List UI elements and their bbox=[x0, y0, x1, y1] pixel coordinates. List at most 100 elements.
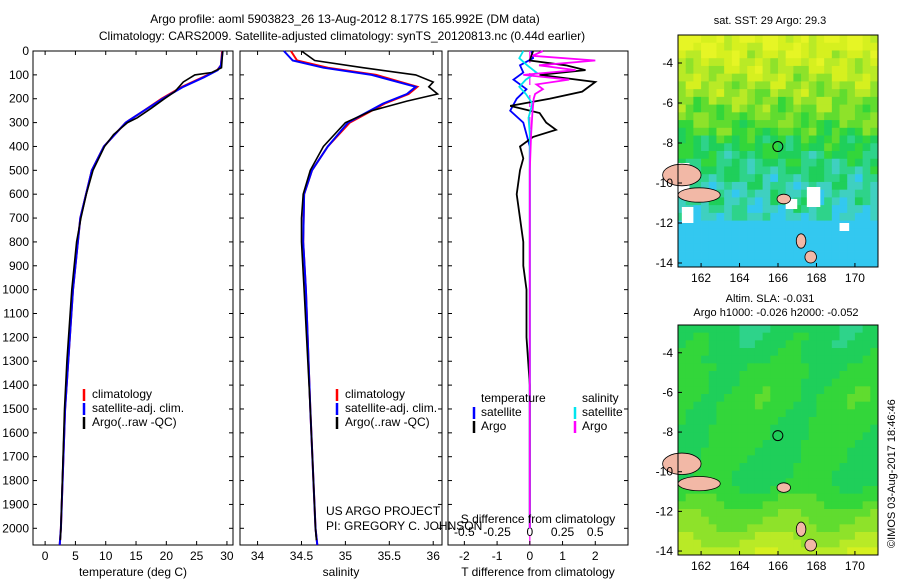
sla-map-cell bbox=[831, 532, 840, 541]
sst-map-cell bbox=[831, 96, 840, 105]
sst-map-cell bbox=[870, 73, 879, 82]
sst-map-cell bbox=[770, 50, 779, 59]
sla-map-cell bbox=[747, 516, 756, 525]
sst-map-cell bbox=[854, 236, 864, 245]
sla-map-cell bbox=[701, 447, 710, 456]
sla-map-cell bbox=[862, 509, 871, 518]
sst-map-cell bbox=[708, 143, 717, 152]
sla-map-cell bbox=[862, 355, 871, 364]
sst-map-cell bbox=[854, 143, 864, 152]
sst-map-cell bbox=[693, 58, 702, 67]
sst-map-cell bbox=[778, 212, 787, 221]
sst-map-xtick-label: 162 bbox=[691, 271, 711, 285]
sst-map-cell bbox=[770, 259, 779, 268]
sla-map-cell bbox=[824, 470, 833, 479]
sst-map-cell bbox=[747, 81, 756, 90]
sst-map-cell bbox=[854, 127, 864, 136]
sst-map-cell bbox=[770, 174, 779, 183]
sst-map-cell bbox=[739, 35, 748, 44]
sla-map-cell bbox=[762, 532, 771, 541]
sla-map-cell bbox=[747, 332, 756, 341]
sla-map-cell bbox=[724, 455, 733, 464]
salinity-xtick-label: 34 bbox=[251, 549, 265, 563]
sst-map-cell bbox=[708, 243, 717, 252]
sla-map-cell bbox=[870, 501, 879, 510]
sst-map-cell bbox=[839, 96, 848, 105]
sst-map-cell bbox=[770, 181, 779, 191]
sst-map-cell bbox=[847, 50, 856, 59]
sst-map-cell bbox=[824, 166, 833, 175]
sla-map-cell bbox=[839, 509, 848, 518]
salinity-legend-label: Argo(..raw -QC) bbox=[345, 415, 430, 429]
sst-map-cell bbox=[770, 58, 779, 67]
sla-map-ytick-label: -10 bbox=[656, 465, 674, 479]
sst-map-cell bbox=[854, 259, 864, 268]
sst-map-cell bbox=[739, 228, 748, 237]
sst-map-cell bbox=[724, 189, 733, 198]
sla-map-cell bbox=[747, 378, 756, 387]
sla-map-cell bbox=[870, 516, 879, 525]
sla-map-cell bbox=[724, 417, 733, 426]
sla-map-cell bbox=[839, 424, 848, 433]
sla-map-cell bbox=[831, 547, 840, 556]
sst-map-cell bbox=[731, 212, 740, 221]
sst-map-cell bbox=[747, 96, 756, 105]
sst-map-cell bbox=[862, 212, 871, 221]
sst-map-cell bbox=[739, 243, 748, 252]
sst-map-cell bbox=[754, 189, 764, 198]
sla-map-cell bbox=[824, 401, 833, 410]
sst-map-cell bbox=[739, 135, 748, 144]
sla-map-cell bbox=[678, 440, 687, 449]
sla-map-cell bbox=[724, 355, 733, 364]
sst-map-cell bbox=[785, 259, 794, 268]
sla-map-cell bbox=[685, 470, 694, 479]
sst-map-cell bbox=[816, 96, 825, 105]
sla-map-cell bbox=[708, 524, 717, 533]
sla-map-cell bbox=[754, 409, 764, 418]
island-shape bbox=[804, 250, 817, 264]
sst-map-cell bbox=[778, 96, 787, 105]
sst-map-cell bbox=[770, 236, 779, 245]
sla-map-cell bbox=[693, 539, 702, 548]
sst-map-cell bbox=[770, 112, 779, 121]
sla-map-cell bbox=[785, 371, 794, 380]
sla-map-cell bbox=[854, 509, 864, 518]
sst-map-cell bbox=[816, 181, 825, 191]
sst-map-cell bbox=[693, 35, 702, 44]
sla-map-cell bbox=[747, 455, 756, 464]
sst-map-cell bbox=[724, 243, 733, 252]
sla-map-cell bbox=[801, 516, 810, 525]
sla-map-cell bbox=[731, 409, 740, 418]
sst-map-cell bbox=[831, 104, 840, 113]
sst-map-cell bbox=[801, 73, 810, 82]
sla-map-cell bbox=[854, 440, 864, 449]
sla-map-cell bbox=[708, 340, 717, 349]
sla-map-cell bbox=[816, 470, 825, 479]
sst-map-cell bbox=[701, 104, 710, 113]
sla-map-cell bbox=[701, 417, 710, 426]
sla-map-cell bbox=[862, 371, 871, 380]
sst-map-cell bbox=[870, 112, 879, 121]
sla-map-cell bbox=[739, 401, 748, 410]
salinity-xtick-label: 35.5 bbox=[378, 549, 402, 563]
sla-map-cell bbox=[754, 547, 764, 556]
sla-map-cell bbox=[808, 478, 817, 487]
sst-map-cell bbox=[847, 104, 856, 113]
sla-map-cell bbox=[678, 516, 687, 525]
depth-tick-label: 1900 bbox=[2, 497, 29, 511]
sst-map-cell bbox=[816, 220, 825, 229]
sla-map-cell bbox=[785, 332, 794, 341]
sla-map-cell bbox=[778, 332, 787, 341]
sst-map-cell bbox=[801, 112, 810, 121]
sla-map-cell bbox=[854, 371, 864, 380]
sla-map-cell bbox=[793, 440, 802, 449]
sst-map-cell bbox=[708, 65, 717, 75]
temperature-diff-legend-label: satellite bbox=[481, 405, 522, 419]
island-shape bbox=[677, 187, 721, 203]
sst-map-cell bbox=[678, 243, 687, 252]
sla-map-cell bbox=[708, 378, 717, 387]
sst-map-cell bbox=[739, 236, 748, 245]
sst-map-cell bbox=[816, 143, 825, 152]
sst-map-cell bbox=[839, 212, 848, 221]
sla-map-cell bbox=[793, 325, 802, 334]
